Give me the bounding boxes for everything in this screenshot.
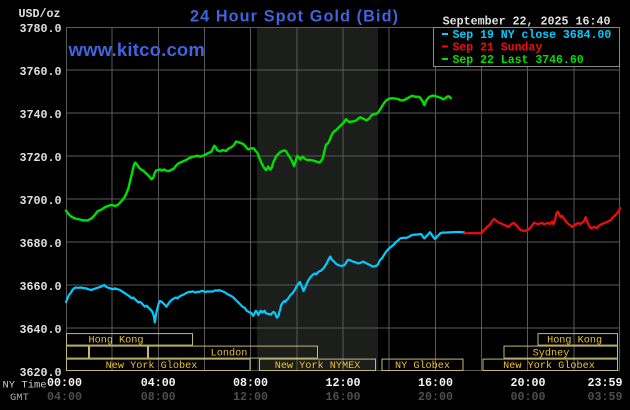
svg-text:USD/oz: USD/oz — [19, 7, 61, 21]
svg-text:04:00: 04:00 — [47, 390, 82, 404]
svg-text:24 Hour Spot Gold (Bid): 24 Hour Spot Gold (Bid) — [190, 8, 398, 26]
svg-text:3700.0: 3700.0 — [20, 194, 62, 208]
svg-text:London: London — [211, 347, 248, 359]
svg-text:NY Globex: NY Globex — [395, 360, 450, 372]
svg-text:08:00: 08:00 — [233, 376, 268, 390]
svg-text:04:00: 04:00 — [141, 376, 176, 390]
svg-text:12:00: 12:00 — [233, 390, 268, 404]
svg-text:3720.0: 3720.0 — [20, 151, 62, 165]
svg-text:www.kitco.com: www.kitco.com — [68, 39, 206, 60]
svg-text:Sydney: Sydney — [533, 347, 570, 359]
svg-text:20:00: 20:00 — [418, 390, 453, 404]
svg-text:3680.0: 3680.0 — [20, 237, 62, 251]
svg-text:3620.0: 3620.0 — [20, 366, 62, 380]
svg-text:16:00: 16:00 — [418, 376, 453, 390]
svg-text:Sep 21 Sunday: Sep 21 Sunday — [453, 42, 543, 55]
svg-text:00:00: 00:00 — [511, 390, 546, 404]
svg-text:GMT: GMT — [10, 392, 29, 404]
svg-text:New York Globex: New York Globex — [503, 360, 595, 372]
svg-text:New York NYMEX: New York NYMEX — [275, 360, 361, 372]
svg-text:3740.0: 3740.0 — [20, 108, 62, 122]
svg-text:03:59: 03:59 — [588, 390, 623, 404]
svg-text:Sep 19 NY close 3684.00: Sep 19 NY close 3684.00 — [453, 29, 612, 42]
svg-text:3760.0: 3760.0 — [20, 65, 62, 79]
svg-text:23:59: 23:59 — [588, 376, 623, 390]
svg-text:3780.0: 3780.0 — [20, 22, 62, 36]
svg-text:Hong Kong: Hong Kong — [88, 335, 143, 346]
svg-text:Sep 22 Last 3746.60: Sep 22 Last 3746.60 — [453, 54, 584, 67]
svg-text:16:00: 16:00 — [326, 390, 361, 404]
svg-text:Hong Kong: Hong Kong — [547, 335, 602, 346]
svg-text:08:00: 08:00 — [141, 390, 176, 404]
svg-text:3660.0: 3660.0 — [20, 280, 62, 294]
svg-text:20:00: 20:00 — [511, 376, 546, 390]
svg-text:12:00: 12:00 — [326, 376, 361, 390]
svg-text:New York Globex: New York Globex — [106, 360, 198, 372]
svg-text:00:00: 00:00 — [47, 376, 82, 390]
svg-text:NY Time: NY Time — [3, 380, 47, 392]
svg-text:3640.0: 3640.0 — [20, 323, 62, 337]
svg-text:September 22, 2025 16:40: September 22, 2025 16:40 — [443, 15, 611, 29]
